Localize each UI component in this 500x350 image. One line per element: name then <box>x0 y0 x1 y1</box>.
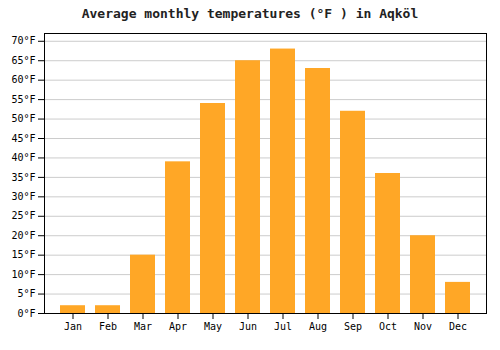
svg-text:May: May <box>204 321 222 332</box>
svg-text:Sep: Sep <box>344 321 362 332</box>
svg-text:0°F: 0°F <box>17 308 35 319</box>
svg-text:Jan: Jan <box>64 321 82 332</box>
html-text:Average monthly temperatures (: Average monthly temperatures (°F ) in Aq… <box>81 6 419 21</box>
svg-text:70°F: 70°F <box>11 35 35 46</box>
svg-text:Feb: Feb <box>99 321 117 332</box>
svg-text:30°F: 30°F <box>11 191 35 202</box>
svg-text:Oct: Oct <box>379 321 397 332</box>
svg-text:35°F: 35°F <box>11 172 35 183</box>
svg-text:15°F: 15°F <box>11 249 35 260</box>
svg-text:60°F: 60°F <box>11 74 35 85</box>
svg-text:Apr: Apr <box>169 321 187 332</box>
svg-text:45°F: 45°F <box>11 133 35 144</box>
svg-text:65°F: 65°F <box>11 55 35 66</box>
svg-text:10°F: 10°F <box>11 269 35 280</box>
svg-text:25°F: 25°F <box>11 210 35 221</box>
svg-text:Mar: Mar <box>134 321 152 332</box>
svg-text:Jul: Jul <box>274 321 292 332</box>
svg-text:55°F: 55°F <box>11 94 35 105</box>
svg-text:50°F: 50°F <box>11 113 35 124</box>
svg-text:40°F: 40°F <box>11 152 35 163</box>
svg-text:20°F: 20°F <box>11 230 35 241</box>
svg-text:Nov: Nov <box>414 321 432 332</box>
svg-text:5°F: 5°F <box>17 288 35 299</box>
svg-text:Aug: Aug <box>309 321 327 332</box>
svg-text:Dec: Dec <box>449 321 467 332</box>
svg-text:Jun: Jun <box>239 321 257 332</box>
